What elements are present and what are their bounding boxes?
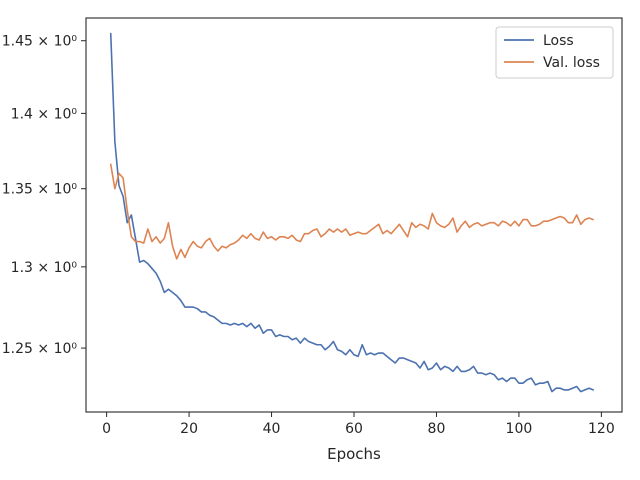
series-line-2 — [109, 163, 594, 260]
legend-label-1: Loss — [543, 33, 574, 49]
y-tick-label: 1.45 × 10⁰ — [2, 34, 78, 50]
legend: Loss Val. loss — [495, 26, 614, 79]
x-tick-label: 20 — [180, 421, 198, 437]
x-tick-label: 0 — [102, 421, 111, 437]
x-tick-label: 40 — [263, 421, 281, 437]
x-tick-label: 100 — [506, 421, 533, 437]
axes-layer: 0 20 40 60 80 100 120 1.25 × 10⁰ 1.3 × 10⁰ 1.35 ×… — [2, 17, 623, 463]
legend-label-2: Val. loss — [543, 55, 600, 71]
x-axis-label: Epochs — [327, 445, 381, 463]
series-line-1 — [109, 32, 594, 393]
x-tick-label: 60 — [345, 421, 363, 437]
x-tick-label: 80 — [428, 421, 446, 437]
x-tick-label: 120 — [588, 421, 615, 437]
series-layer — [109, 32, 594, 393]
y-tick-label: 1.25 × 10⁰ — [2, 341, 78, 357]
y-tick-label: 1.3 × 10⁰ — [11, 260, 78, 276]
y-tick-label: 1.35 × 10⁰ — [2, 182, 78, 198]
y-tick-label: 1.4 × 10⁰ — [11, 106, 78, 122]
